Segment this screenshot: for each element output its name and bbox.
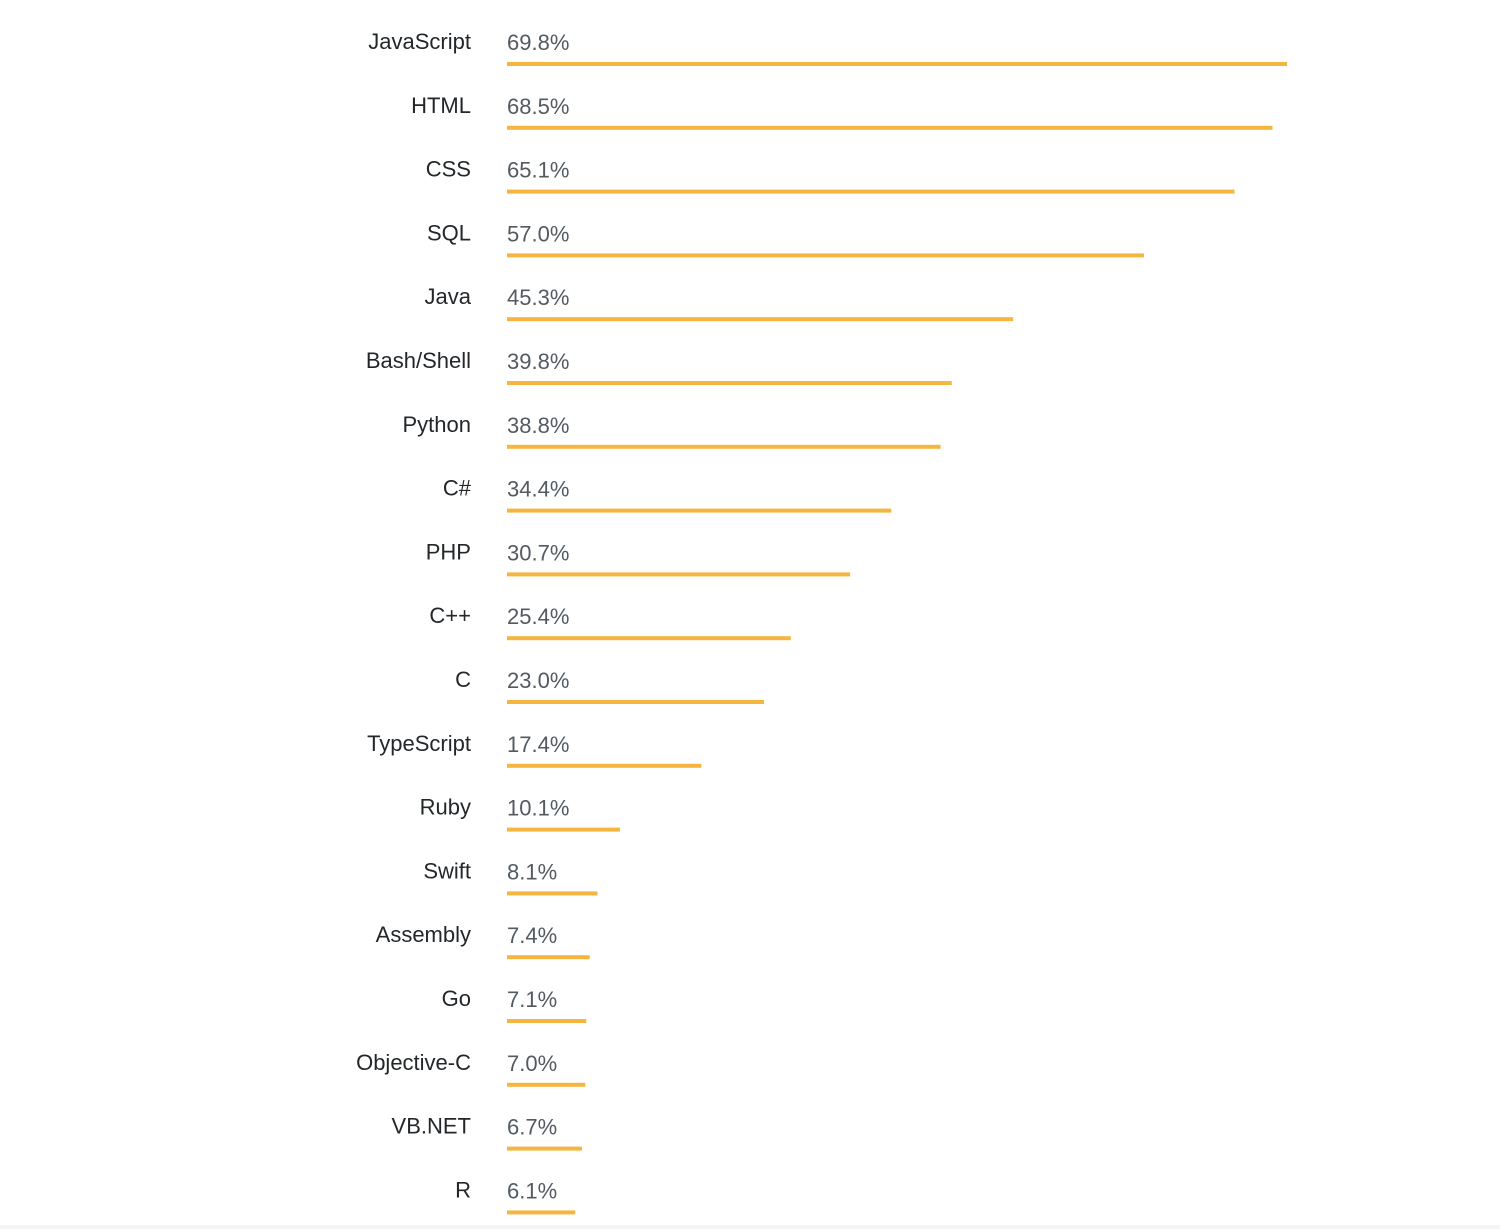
bar-row: HTML 68.5%: [411, 93, 1273, 130]
bar: [507, 317, 1014, 322]
bar-row: Objective-C 7.0%: [356, 1050, 586, 1087]
value-label: 8.1%: [507, 859, 557, 884]
category-label: Ruby: [420, 795, 471, 820]
value-label: 38.8%: [507, 413, 569, 438]
value-label: 6.1%: [507, 1178, 557, 1203]
bottom-edge: [0, 1225, 1500, 1229]
category-label: CSS: [426, 157, 471, 182]
value-label: 65.1%: [507, 158, 569, 183]
bar: [507, 636, 791, 641]
bar: [507, 763, 702, 768]
bar-row: R 6.1%: [455, 1177, 576, 1215]
category-label: Swift: [423, 858, 471, 883]
value-label: 17.4%: [507, 732, 569, 757]
category-label: R: [455, 1177, 471, 1202]
value-label: 7.1%: [507, 987, 557, 1012]
category-label: C++: [429, 603, 471, 628]
bar: [507, 827, 620, 832]
bar: [507, 572, 851, 577]
category-label: Python: [403, 412, 472, 437]
value-label: 7.0%: [507, 1051, 557, 1076]
bar-row: C++ 25.4%: [429, 603, 791, 641]
value-label: 45.3%: [507, 285, 569, 310]
category-label: Bash/Shell: [366, 348, 471, 373]
bar-row: Python 38.8%: [403, 412, 941, 449]
category-label: C: [455, 667, 471, 692]
category-label: HTML: [411, 93, 471, 118]
category-label: Java: [425, 284, 472, 309]
bar: [507, 1210, 576, 1215]
bar-row: Go 7.1%: [442, 986, 587, 1023]
value-label: 34.4%: [507, 477, 569, 502]
bar-row: JavaScript 69.8%: [368, 29, 1287, 66]
value-label: 7.4%: [507, 923, 557, 948]
bar: [507, 189, 1235, 194]
bar-row: C# 34.4%: [443, 476, 892, 513]
category-label: JavaScript: [368, 29, 471, 54]
category-label: C#: [443, 476, 472, 501]
bar-row: Ruby 10.1%: [420, 795, 620, 832]
bar-row: TypeScript 17.4%: [367, 731, 702, 768]
bar-row: Java 45.3%: [425, 284, 1014, 322]
bar: [507, 891, 598, 896]
bar: [507, 1019, 587, 1023]
bar: [507, 444, 941, 449]
category-label: TypeScript: [367, 731, 471, 756]
value-label: 6.7%: [507, 1115, 557, 1140]
bar-row: Assembly 7.4%: [376, 922, 590, 960]
bar: [507, 381, 952, 385]
bar: [507, 62, 1287, 66]
value-label: 30.7%: [507, 540, 569, 565]
value-label: 69.8%: [507, 30, 569, 55]
bar-row: VB.NET 6.7%: [392, 1114, 582, 1151]
value-label: 25.4%: [507, 604, 569, 629]
bar: [507, 508, 892, 513]
value-label: 10.1%: [507, 796, 569, 821]
value-label: 39.8%: [507, 349, 569, 374]
bar: [507, 955, 590, 960]
category-label: SQL: [427, 220, 471, 245]
value-label: 68.5%: [507, 94, 569, 119]
bar: [507, 1082, 586, 1087]
bar-row: SQL 57.0%: [427, 220, 1144, 258]
bar: [507, 700, 764, 704]
value-label: 23.0%: [507, 668, 569, 693]
category-label: Assembly: [376, 922, 471, 947]
bar-row: Bash/Shell 39.8%: [366, 348, 952, 385]
bar-row: PHP 30.7%: [426, 539, 851, 577]
bar: [507, 1146, 582, 1151]
category-label: PHP: [426, 539, 471, 564]
bar-row: Swift 8.1%: [423, 858, 598, 896]
bar: [507, 253, 1144, 258]
bar-row: C 23.0%: [455, 667, 764, 704]
value-label: 57.0%: [507, 221, 569, 246]
category-label: Objective-C: [356, 1050, 471, 1075]
category-label: Go: [442, 986, 471, 1011]
bar: [507, 125, 1273, 130]
bar-row: CSS 65.1%: [426, 157, 1235, 194]
category-label: VB.NET: [392, 1114, 471, 1139]
